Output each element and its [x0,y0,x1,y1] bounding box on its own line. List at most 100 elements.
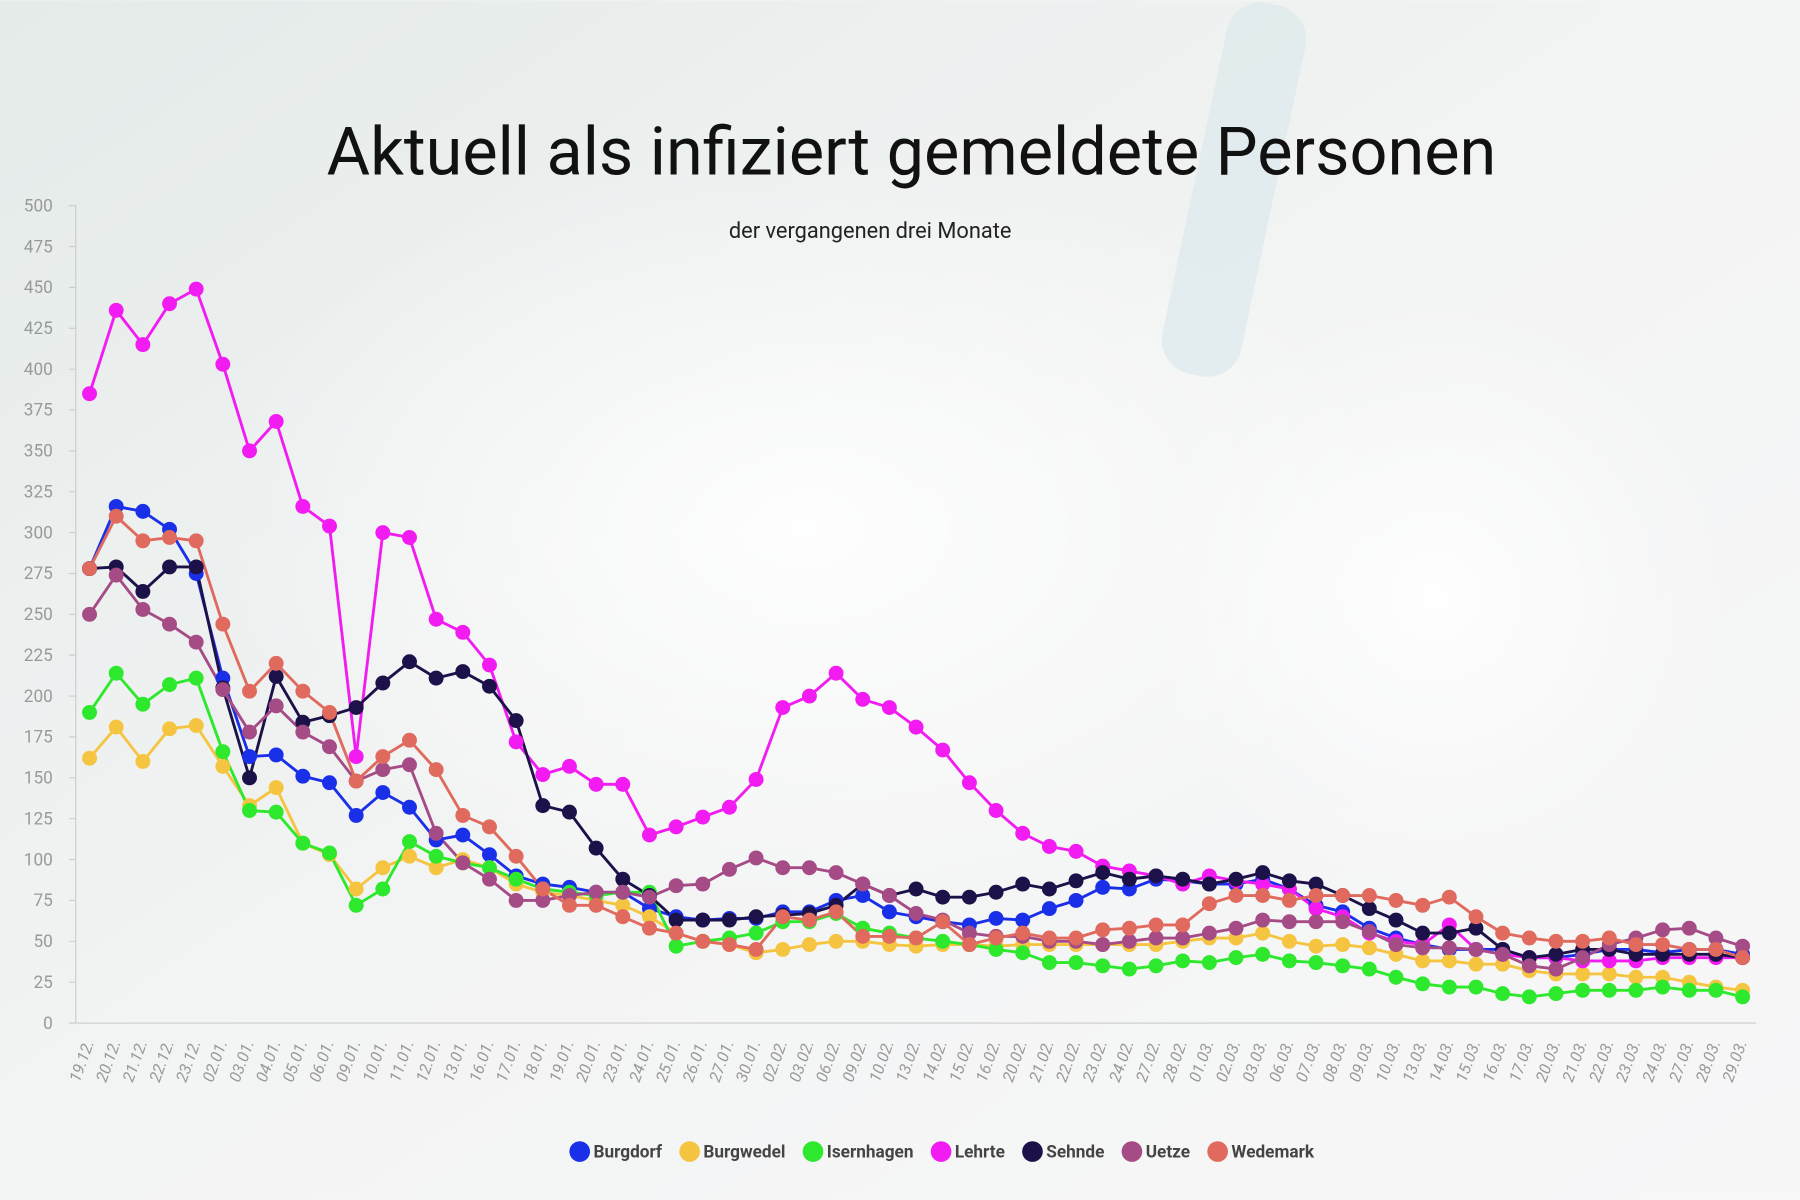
data-point [615,909,631,925]
data-point [588,776,604,792]
data-point [988,884,1004,900]
data-point [322,704,337,720]
data-point [1388,969,1404,985]
data-point [188,281,204,297]
data-point [1175,930,1191,946]
data-point [1095,958,1111,974]
data-point [1175,953,1191,969]
data-point [1335,937,1351,953]
data-point [1015,912,1031,928]
y-tick-label: 250 [24,605,53,625]
legend-marker [1121,1141,1143,1162]
data-point [1521,989,1537,1005]
data-point [1441,979,1457,995]
data-point [402,757,417,773]
y-tick-label: 100 [24,850,53,870]
data-point [668,938,684,954]
data-point [828,665,844,681]
data-point [482,819,497,835]
data-point [322,518,337,534]
data-point [1655,937,1671,953]
data-point [775,942,791,957]
data-point [695,876,711,892]
data-point [695,912,711,928]
data-point [188,718,204,733]
data-point [1201,925,1217,941]
data-point [588,897,604,913]
data-point [1308,938,1324,954]
data-point [1415,925,1431,941]
data-point [322,739,337,755]
data-point [615,897,631,913]
data-point [348,807,364,823]
data-point [135,503,151,519]
data-point [1495,986,1511,1002]
data-point [295,835,311,851]
data-point [935,742,951,758]
data-point [1628,937,1644,953]
data-point [108,719,124,735]
data-point [1015,925,1031,941]
data-point [588,884,604,900]
data-point [1041,901,1057,917]
data-point [1361,901,1377,917]
y-tick-label: 300 [24,523,53,543]
data-point [242,683,257,699]
data-point [348,749,364,765]
data-point [908,906,924,921]
data-point [162,296,177,312]
data-point [881,888,897,903]
data-point [428,762,444,778]
data-point [375,860,391,876]
data-point [1255,865,1271,881]
data-point [1201,896,1217,912]
data-point [801,912,817,928]
data-point [775,909,791,925]
data-point [135,696,151,712]
data-point [855,888,871,903]
data-point [348,881,364,897]
data-point [268,669,284,684]
data-point [668,912,684,928]
data-point [215,682,231,698]
data-point [1121,871,1137,887]
data-point [641,909,657,925]
data-point [242,803,257,818]
data-point [641,889,657,905]
y-tick-label: 425 [24,319,53,339]
data-point [881,700,897,715]
data-point [1255,912,1271,928]
data-point [988,910,1004,926]
data-point [801,688,817,704]
data-point [935,933,951,949]
legend-marker [679,1141,700,1162]
y-tick-label: 325 [24,482,53,502]
data-point [82,704,98,720]
data-point [615,871,631,887]
data-point [1521,930,1537,946]
data-point [721,799,737,815]
data-point [1041,930,1057,946]
data-point [1415,940,1431,956]
data-point [295,498,311,514]
data-point [908,930,924,946]
data-point [1521,958,1537,974]
data-point [1655,922,1671,938]
data-point [402,834,417,850]
chart-title: Aktuell als infiziert gemeldete Personen [327,114,1497,192]
data-point [428,825,444,841]
data-point [135,601,151,617]
data-point [242,724,257,740]
data-point [1068,930,1084,946]
data-point [1548,946,1564,962]
data-point [1495,946,1511,962]
y-tick-label: 375 [24,401,53,421]
data-point [1575,966,1591,982]
data-point [242,770,257,786]
data-point [482,847,497,863]
data-point [535,892,551,908]
data-point [108,665,124,681]
data-point [135,533,151,549]
data-point [1575,950,1591,966]
data-point [668,819,684,835]
